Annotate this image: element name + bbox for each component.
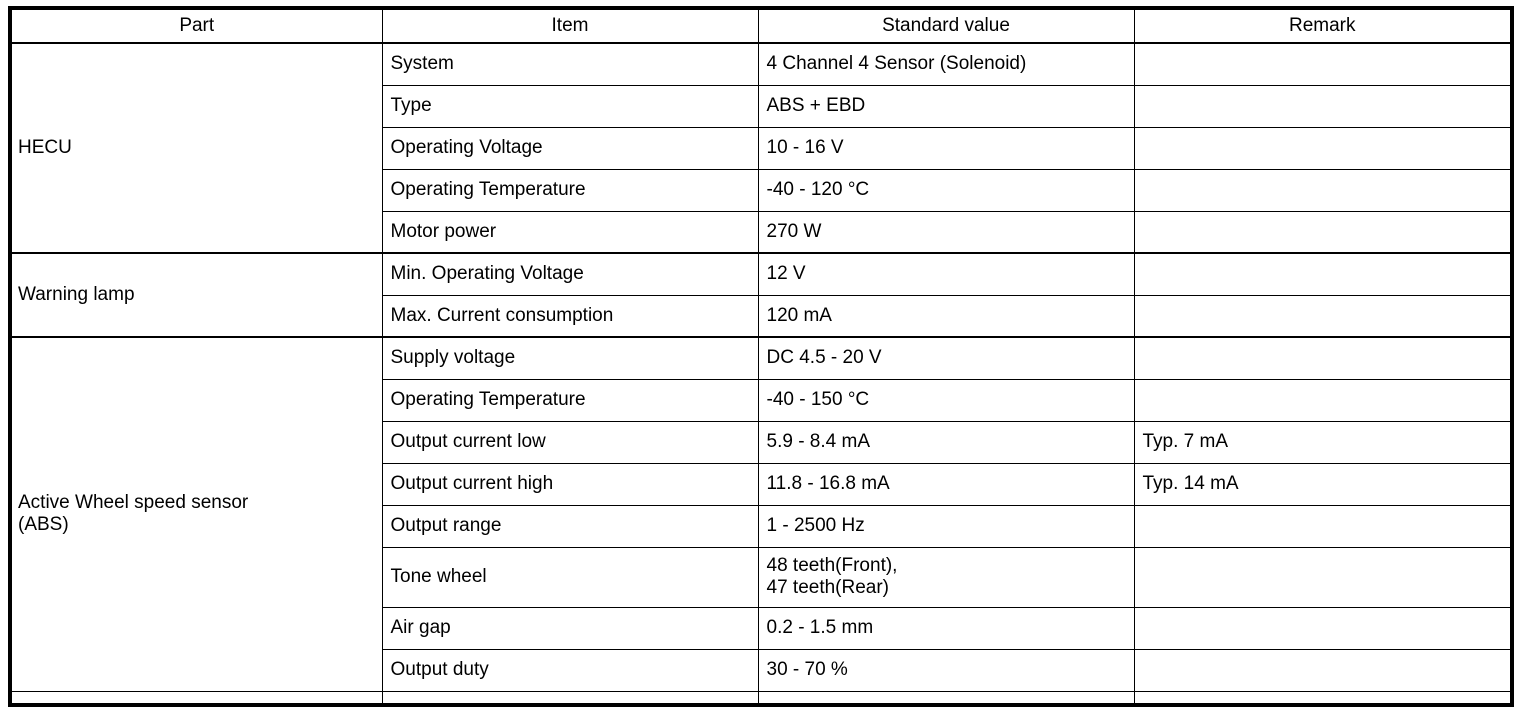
remark-cell	[1133, 546, 1513, 608]
item-cell: Operating Voltage	[381, 126, 759, 170]
value-cell: 5.9 - 8.4 mA	[757, 420, 1135, 464]
item-cell: System	[381, 42, 759, 86]
item-cell: Min. Operating Voltage	[381, 252, 759, 296]
value-cell: 10 - 16 V	[757, 126, 1135, 170]
item-cell: Operating Temperature	[381, 168, 759, 212]
remark-cell	[1133, 294, 1513, 338]
part-cell	[9, 690, 383, 706]
header-cell-item: Item	[381, 7, 759, 44]
table-row: Output current low 5.9 - 8.4 mA Typ. 7 m…	[10, 420, 1513, 464]
spec-table: Part Item Standard value Remark HECU Sys…	[8, 6, 1514, 707]
part-cell: Warning lamp	[9, 252, 383, 338]
remark-cell	[1133, 126, 1513, 170]
value-cell: 11.8 - 16.8 mA	[757, 462, 1135, 506]
table-row: Tone wheel 48 teeth(Front), 47 teeth(Rea…	[10, 546, 1513, 608]
item-cell: Output current high	[381, 462, 759, 506]
remark-cell	[1133, 504, 1513, 548]
remark-cell: Typ. 7 mA	[1133, 420, 1513, 464]
item-cell: Air gap	[381, 606, 759, 650]
remark-cell	[1133, 252, 1513, 296]
remark-cell: Typ. 14 mA	[1133, 462, 1513, 506]
item-cell: Supply voltage	[381, 336, 759, 380]
header-cell-part: Part	[9, 7, 383, 44]
value-cell: ABS + EBD	[757, 84, 1135, 128]
remark-cell	[1133, 84, 1513, 128]
table-header: Part Item Standard value Remark	[9, 7, 1513, 44]
value-cell: 270 W	[757, 210, 1135, 254]
table-row: Operating Temperature -40 - 120 °C	[10, 168, 1513, 212]
remark-cell	[1133, 42, 1513, 86]
part-cell: Active Wheel speed sensor (ABS)	[9, 336, 383, 692]
table-row: Warning lamp Min. Operating Voltage 12 V	[9, 252, 1513, 338]
value-cell: -40 - 150 °C	[757, 378, 1135, 422]
item-cell: Motor power	[381, 210, 759, 254]
remark-cell	[1133, 690, 1513, 706]
value-cell: DC 4.5 - 20 V	[757, 336, 1135, 380]
value-cell: 120 mA	[757, 294, 1135, 338]
item-cell: Operating Temperature	[381, 378, 759, 422]
value-cell: 48 teeth(Front), 47 teeth(Rear)	[757, 546, 1135, 608]
item-cell: Tone wheel	[381, 546, 759, 608]
item-cell: Output range	[381, 504, 759, 548]
header-row: Part Item Standard value Remark	[9, 7, 1513, 44]
value-cell	[757, 690, 1135, 706]
part-cell: HECU	[9, 42, 383, 254]
table-row: Max. Current consumption 120 mA	[10, 294, 1513, 338]
table-row: Type ABS + EBD	[10, 84, 1513, 128]
item-cell: Output duty	[381, 648, 759, 692]
header-cell-standard-value: Standard value	[757, 7, 1135, 44]
table-row: Operating Temperature -40 - 150 °C	[10, 378, 1513, 422]
remark-cell	[1133, 378, 1513, 422]
remark-cell	[1133, 336, 1513, 380]
item-cell: Type	[381, 84, 759, 128]
table-row-partial	[9, 690, 1513, 706]
remark-cell	[1133, 168, 1513, 212]
remark-cell	[1133, 210, 1513, 254]
value-cell: -40 - 120 °C	[757, 168, 1135, 212]
value-cell: 30 - 70 %	[757, 648, 1135, 692]
item-cell: Max. Current consumption	[381, 294, 759, 338]
value-cell: 0.2 - 1.5 mm	[757, 606, 1135, 650]
item-cell: Output current low	[381, 420, 759, 464]
header-cell-remark: Remark	[1133, 7, 1513, 44]
table-row: Air gap 0.2 - 1.5 mm	[10, 606, 1513, 650]
item-cell	[381, 690, 759, 706]
value-cell: 12 V	[757, 252, 1135, 296]
value-cell: 4 Channel 4 Sensor (Solenoid)	[757, 42, 1135, 86]
value-cell: 1 - 2500 Hz	[757, 504, 1135, 548]
table-body: HECU System 4 Channel 4 Sensor (Solenoid…	[9, 42, 1513, 706]
remark-cell	[1133, 648, 1513, 692]
remark-cell	[1133, 606, 1513, 650]
table-row: Operating Voltage 10 - 16 V	[10, 126, 1513, 170]
table-row: HECU System 4 Channel 4 Sensor (Solenoid…	[9, 42, 1513, 254]
table-row: Active Wheel speed sensor (ABS) Supply v…	[9, 336, 1513, 692]
table-row: Output range 1 - 2500 Hz	[10, 504, 1513, 548]
